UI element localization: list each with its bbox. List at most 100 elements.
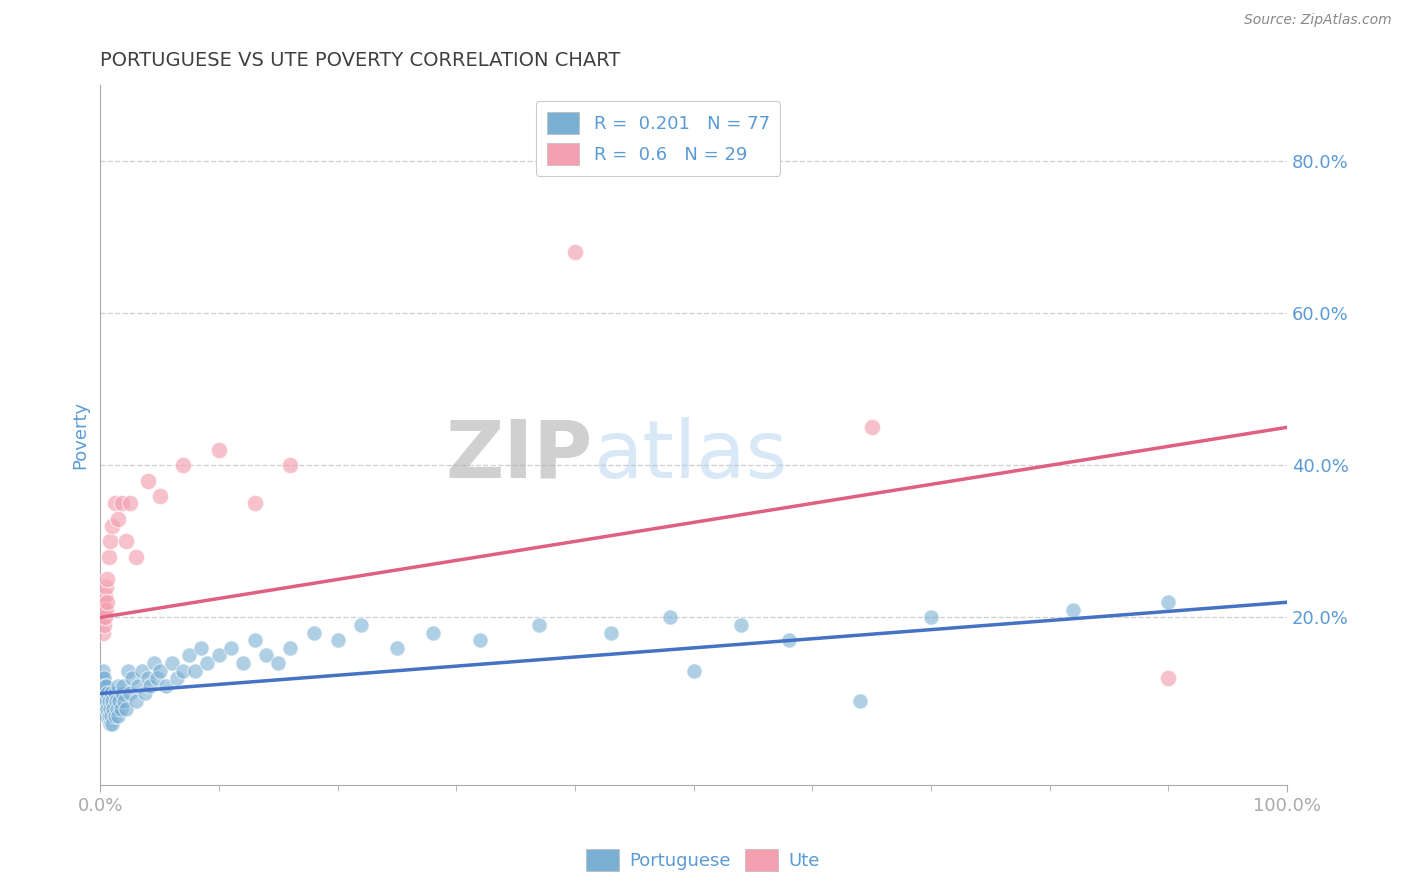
Text: ZIP: ZIP — [446, 417, 593, 495]
Point — [682, 664, 704, 678]
Point — [166, 671, 188, 685]
Point — [97, 694, 120, 708]
Point — [134, 686, 156, 700]
Point — [91, 664, 114, 678]
Point — [115, 534, 138, 549]
Point — [91, 679, 114, 693]
Point — [659, 610, 682, 624]
Point — [104, 496, 127, 510]
Point — [190, 640, 212, 655]
Point — [93, 686, 115, 700]
Point — [155, 679, 177, 693]
Point — [90, 610, 112, 624]
Point — [599, 625, 621, 640]
Point — [107, 679, 129, 693]
Point — [326, 633, 349, 648]
Point — [142, 656, 165, 670]
Point — [208, 443, 231, 458]
Point — [112, 694, 135, 708]
Point — [232, 656, 254, 670]
Point — [96, 603, 118, 617]
Point — [118, 496, 141, 510]
Text: Source: ZipAtlas.com: Source: ZipAtlas.com — [1244, 13, 1392, 28]
Point — [385, 640, 408, 655]
Point — [149, 489, 172, 503]
Point — [468, 633, 491, 648]
Point — [98, 717, 121, 731]
Point — [302, 625, 325, 640]
Point — [96, 595, 118, 609]
Point — [111, 496, 134, 510]
Point — [195, 656, 218, 670]
Point — [139, 679, 162, 693]
Point — [146, 671, 169, 685]
Point — [243, 633, 266, 648]
Point — [1062, 603, 1084, 617]
Point — [108, 694, 131, 708]
Point — [94, 610, 117, 624]
Point — [93, 603, 115, 617]
Point — [184, 664, 207, 678]
Point — [94, 679, 117, 693]
Point — [93, 694, 115, 708]
Point — [101, 519, 124, 533]
Point — [278, 458, 301, 473]
Point — [96, 573, 118, 587]
Point — [160, 656, 183, 670]
Point — [100, 709, 122, 723]
Point — [96, 694, 118, 708]
Point — [278, 640, 301, 655]
Point — [127, 679, 149, 693]
Point — [208, 648, 231, 663]
Point — [564, 245, 586, 260]
Point — [172, 458, 194, 473]
Point — [107, 709, 129, 723]
Point — [96, 709, 118, 723]
Point — [96, 580, 118, 594]
Point — [243, 496, 266, 510]
Point — [179, 648, 201, 663]
Point — [172, 664, 194, 678]
Text: PORTUGUESE VS UTE POVERTY CORRELATION CHART: PORTUGUESE VS UTE POVERTY CORRELATION CH… — [100, 51, 620, 70]
Point — [136, 671, 159, 685]
Point — [96, 702, 118, 716]
Point — [96, 686, 118, 700]
Point — [422, 625, 444, 640]
Point — [267, 656, 290, 670]
Point — [256, 648, 278, 663]
Point — [91, 595, 114, 609]
Point — [104, 694, 127, 708]
Point — [94, 588, 117, 602]
Point — [111, 679, 134, 693]
Point — [778, 633, 800, 648]
Point — [104, 709, 127, 723]
Point — [105, 702, 128, 716]
Point — [98, 534, 121, 549]
Point — [849, 694, 872, 708]
Point — [97, 709, 120, 723]
Point — [101, 717, 124, 731]
Point — [93, 618, 115, 632]
Point — [730, 618, 752, 632]
Point — [110, 702, 132, 716]
Point — [860, 420, 883, 434]
Legend: R =  0.201   N = 77, R =  0.6   N = 29: R = 0.201 N = 77, R = 0.6 N = 29 — [536, 101, 780, 176]
Point — [96, 679, 118, 693]
Point — [111, 686, 134, 700]
Point — [125, 549, 148, 564]
Point — [920, 610, 942, 624]
Point — [529, 618, 551, 632]
Point — [97, 549, 120, 564]
Point — [101, 694, 124, 708]
Point — [350, 618, 373, 632]
Point — [90, 671, 112, 685]
Point — [93, 671, 115, 685]
Point — [149, 664, 172, 678]
Point — [115, 702, 138, 716]
Legend: Portuguese, Ute: Portuguese, Ute — [579, 842, 827, 879]
Point — [94, 702, 117, 716]
Point — [107, 511, 129, 525]
Point — [98, 702, 121, 716]
Point — [1157, 671, 1180, 685]
Point — [118, 686, 141, 700]
